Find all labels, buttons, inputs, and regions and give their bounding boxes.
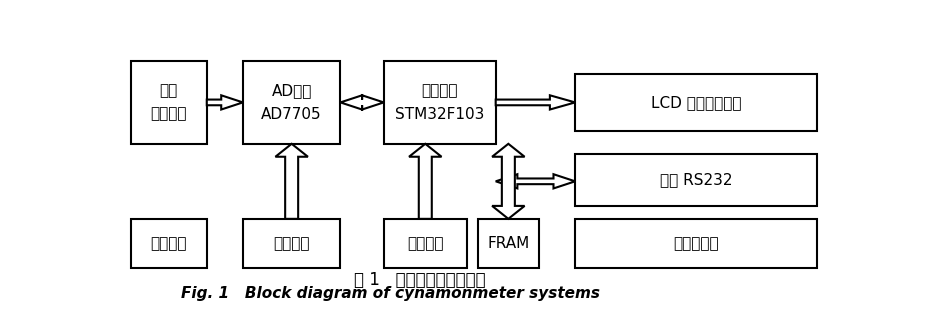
Text: 基准参考: 基准参考 bbox=[273, 236, 310, 251]
Text: FRAM: FRAM bbox=[487, 236, 529, 251]
Text: 通讯 RS232: 通讯 RS232 bbox=[660, 172, 733, 187]
Bar bbox=[243, 61, 340, 144]
Text: AD变换: AD变换 bbox=[271, 83, 312, 98]
Text: 实时时钟: 实时时钟 bbox=[407, 236, 444, 251]
Text: LCD 显示或数码管: LCD 显示或数码管 bbox=[651, 95, 741, 110]
Bar bbox=[243, 219, 340, 268]
Bar bbox=[575, 74, 817, 131]
Text: 微处理器: 微处理器 bbox=[421, 83, 458, 98]
Bar bbox=[575, 219, 817, 268]
Bar bbox=[384, 61, 496, 144]
Text: 图 1   测力仪系统组成框图: 图 1 测力仪系统组成框图 bbox=[354, 271, 486, 289]
Bar bbox=[384, 219, 467, 268]
Text: 采样: 采样 bbox=[159, 83, 178, 98]
Text: 电源管理: 电源管理 bbox=[151, 236, 187, 251]
Polygon shape bbox=[496, 174, 575, 188]
Text: 微型打印机: 微型打印机 bbox=[673, 236, 719, 251]
Text: 滤波网络: 滤波网络 bbox=[151, 107, 187, 122]
Text: Fig. 1   Block diagram of cynamonmeter systems: Fig. 1 Block diagram of cynamonmeter sys… bbox=[182, 286, 600, 301]
Polygon shape bbox=[340, 95, 384, 110]
Polygon shape bbox=[496, 95, 575, 110]
Polygon shape bbox=[492, 144, 525, 219]
Text: STM32F103: STM32F103 bbox=[395, 107, 485, 122]
Bar bbox=[130, 219, 207, 268]
Bar bbox=[478, 219, 539, 268]
Polygon shape bbox=[409, 144, 442, 219]
Polygon shape bbox=[207, 95, 243, 110]
Bar bbox=[575, 154, 817, 206]
Polygon shape bbox=[276, 144, 308, 219]
Text: AD7705: AD7705 bbox=[261, 107, 322, 122]
Bar bbox=[130, 61, 207, 144]
